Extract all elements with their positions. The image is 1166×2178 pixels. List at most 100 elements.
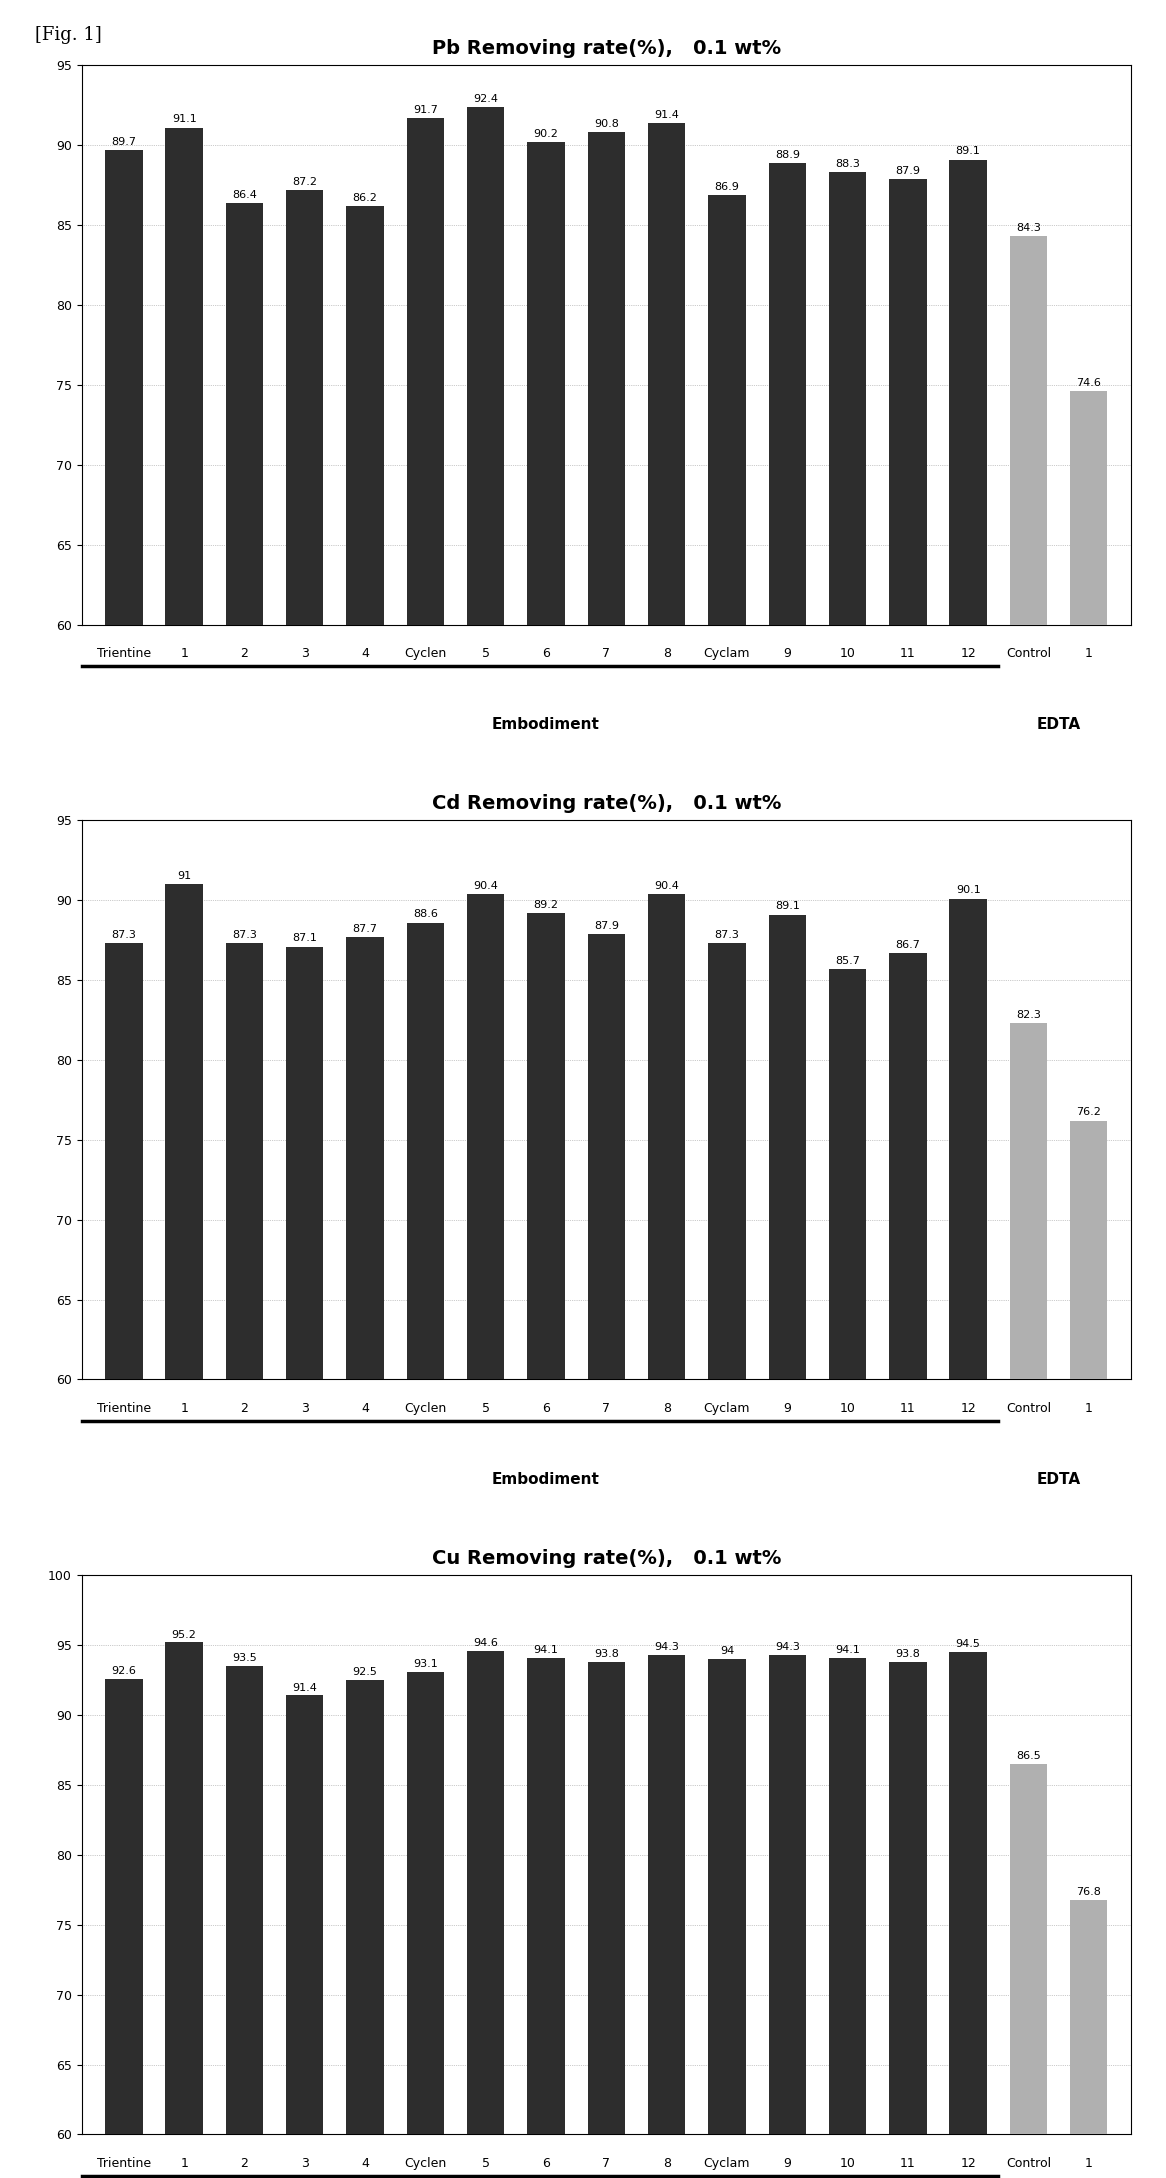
Text: 1: 1 <box>1084 647 1093 660</box>
Bar <box>346 937 384 2178</box>
Text: 94.1: 94.1 <box>534 1644 559 1655</box>
Text: 92.4: 92.4 <box>473 94 498 105</box>
Text: 5: 5 <box>482 647 490 660</box>
Text: 8: 8 <box>662 2156 670 2169</box>
Text: 11: 11 <box>900 647 915 660</box>
Text: 85.7: 85.7 <box>835 956 861 965</box>
Text: 7: 7 <box>603 2156 610 2169</box>
Text: 5: 5 <box>482 1403 490 1416</box>
Text: 92.6: 92.6 <box>112 1666 136 1675</box>
Bar <box>226 203 264 1583</box>
Text: 91.7: 91.7 <box>413 105 437 115</box>
Text: 87.9: 87.9 <box>593 921 619 930</box>
Bar <box>829 172 866 1583</box>
Title: Cu Removing rate(%),   0.1 wt%: Cu Removing rate(%), 0.1 wt% <box>431 1549 781 1568</box>
Text: 6: 6 <box>542 2156 550 2169</box>
Bar <box>829 1657 866 2178</box>
Text: 9: 9 <box>784 1403 792 1416</box>
Text: 87.2: 87.2 <box>293 176 317 187</box>
Text: 7: 7 <box>603 1403 610 1416</box>
Bar <box>407 1673 444 2178</box>
Text: Control: Control <box>1006 647 1051 660</box>
Bar <box>1010 1764 1047 2178</box>
Text: 87.3: 87.3 <box>715 930 739 941</box>
Bar <box>588 133 625 1583</box>
Bar <box>527 1657 564 2178</box>
Text: 3: 3 <box>301 647 309 660</box>
Bar <box>468 893 505 2178</box>
Bar <box>166 1642 203 2178</box>
Text: 87.1: 87.1 <box>293 934 317 943</box>
Text: 89.7: 89.7 <box>111 137 136 146</box>
Text: Cyclam: Cyclam <box>704 1403 750 1416</box>
Bar <box>407 118 444 1583</box>
Text: Embodiment: Embodiment <box>492 717 600 732</box>
Text: 12: 12 <box>961 647 976 660</box>
Text: 90.4: 90.4 <box>654 880 679 891</box>
Bar <box>286 947 323 2178</box>
Text: 8: 8 <box>662 647 670 660</box>
Text: EDTA: EDTA <box>1037 717 1081 732</box>
Text: 94.3: 94.3 <box>654 1642 679 1653</box>
Bar <box>226 1666 264 2178</box>
Text: 86.4: 86.4 <box>232 189 257 200</box>
Text: 3: 3 <box>301 2156 309 2169</box>
Text: Cyclen: Cyclen <box>405 647 447 660</box>
Text: 1: 1 <box>181 647 188 660</box>
Text: 87.3: 87.3 <box>112 930 136 941</box>
Text: 2: 2 <box>240 2156 248 2169</box>
Text: Trientine: Trientine <box>97 2156 150 2169</box>
Bar <box>708 1660 745 2178</box>
Text: 87.7: 87.7 <box>352 923 378 934</box>
Text: 91.4: 91.4 <box>293 1684 317 1692</box>
Bar <box>105 150 142 1583</box>
Text: 10: 10 <box>840 2156 856 2169</box>
Text: 86.2: 86.2 <box>352 192 378 203</box>
Bar <box>1010 1024 1047 2178</box>
Text: 90.8: 90.8 <box>593 120 619 129</box>
Text: 86.7: 86.7 <box>895 939 920 950</box>
Text: Cyclam: Cyclam <box>704 2156 750 2169</box>
Text: 93.8: 93.8 <box>895 1649 920 1660</box>
Text: 93.5: 93.5 <box>232 1653 257 1664</box>
Text: 89.1: 89.1 <box>956 146 981 157</box>
Bar <box>407 923 444 2178</box>
Text: 88.6: 88.6 <box>413 910 437 919</box>
Text: Control: Control <box>1006 2156 1051 2169</box>
Text: 82.3: 82.3 <box>1016 1011 1041 1019</box>
Text: 91.4: 91.4 <box>654 109 679 120</box>
Text: 93.1: 93.1 <box>413 1660 437 1668</box>
Bar <box>286 1694 323 2178</box>
Text: 10: 10 <box>840 1403 856 1416</box>
Text: 9: 9 <box>784 647 792 660</box>
Text: 87.9: 87.9 <box>895 166 920 176</box>
Bar <box>768 163 806 1583</box>
Bar <box>1010 235 1047 1583</box>
Bar <box>105 943 142 2178</box>
Text: 9: 9 <box>784 2156 792 2169</box>
Bar <box>226 943 264 2178</box>
Text: 93.8: 93.8 <box>593 1649 619 1660</box>
Text: 84.3: 84.3 <box>1016 222 1041 233</box>
Text: 87.3: 87.3 <box>232 930 257 941</box>
Text: 7: 7 <box>603 647 610 660</box>
Text: 5: 5 <box>482 2156 490 2169</box>
Title: Cd Removing rate(%),   0.1 wt%: Cd Removing rate(%), 0.1 wt% <box>431 795 781 812</box>
Text: 2: 2 <box>240 647 248 660</box>
Text: 6: 6 <box>542 1403 550 1416</box>
Text: 90.2: 90.2 <box>534 129 559 139</box>
Text: Embodiment: Embodiment <box>492 1472 600 1488</box>
Text: 3: 3 <box>301 1403 309 1416</box>
Bar <box>468 107 505 1583</box>
Text: 11: 11 <box>900 1403 915 1416</box>
Bar <box>949 900 986 2178</box>
Text: Trientine: Trientine <box>97 647 150 660</box>
Bar <box>166 884 203 2178</box>
Bar <box>949 159 986 1583</box>
Bar <box>1070 392 1108 1583</box>
Bar <box>708 943 745 2178</box>
Text: 76.8: 76.8 <box>1076 1886 1101 1897</box>
Text: Control: Control <box>1006 1403 1051 1416</box>
Text: 94.3: 94.3 <box>775 1642 800 1653</box>
Bar <box>105 1679 142 2178</box>
